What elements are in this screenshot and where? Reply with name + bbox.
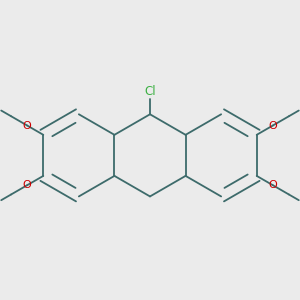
- Text: O: O: [23, 121, 32, 130]
- Text: O: O: [268, 180, 277, 190]
- Text: O: O: [23, 180, 32, 190]
- Text: Cl: Cl: [144, 85, 156, 98]
- Text: O: O: [268, 121, 277, 130]
